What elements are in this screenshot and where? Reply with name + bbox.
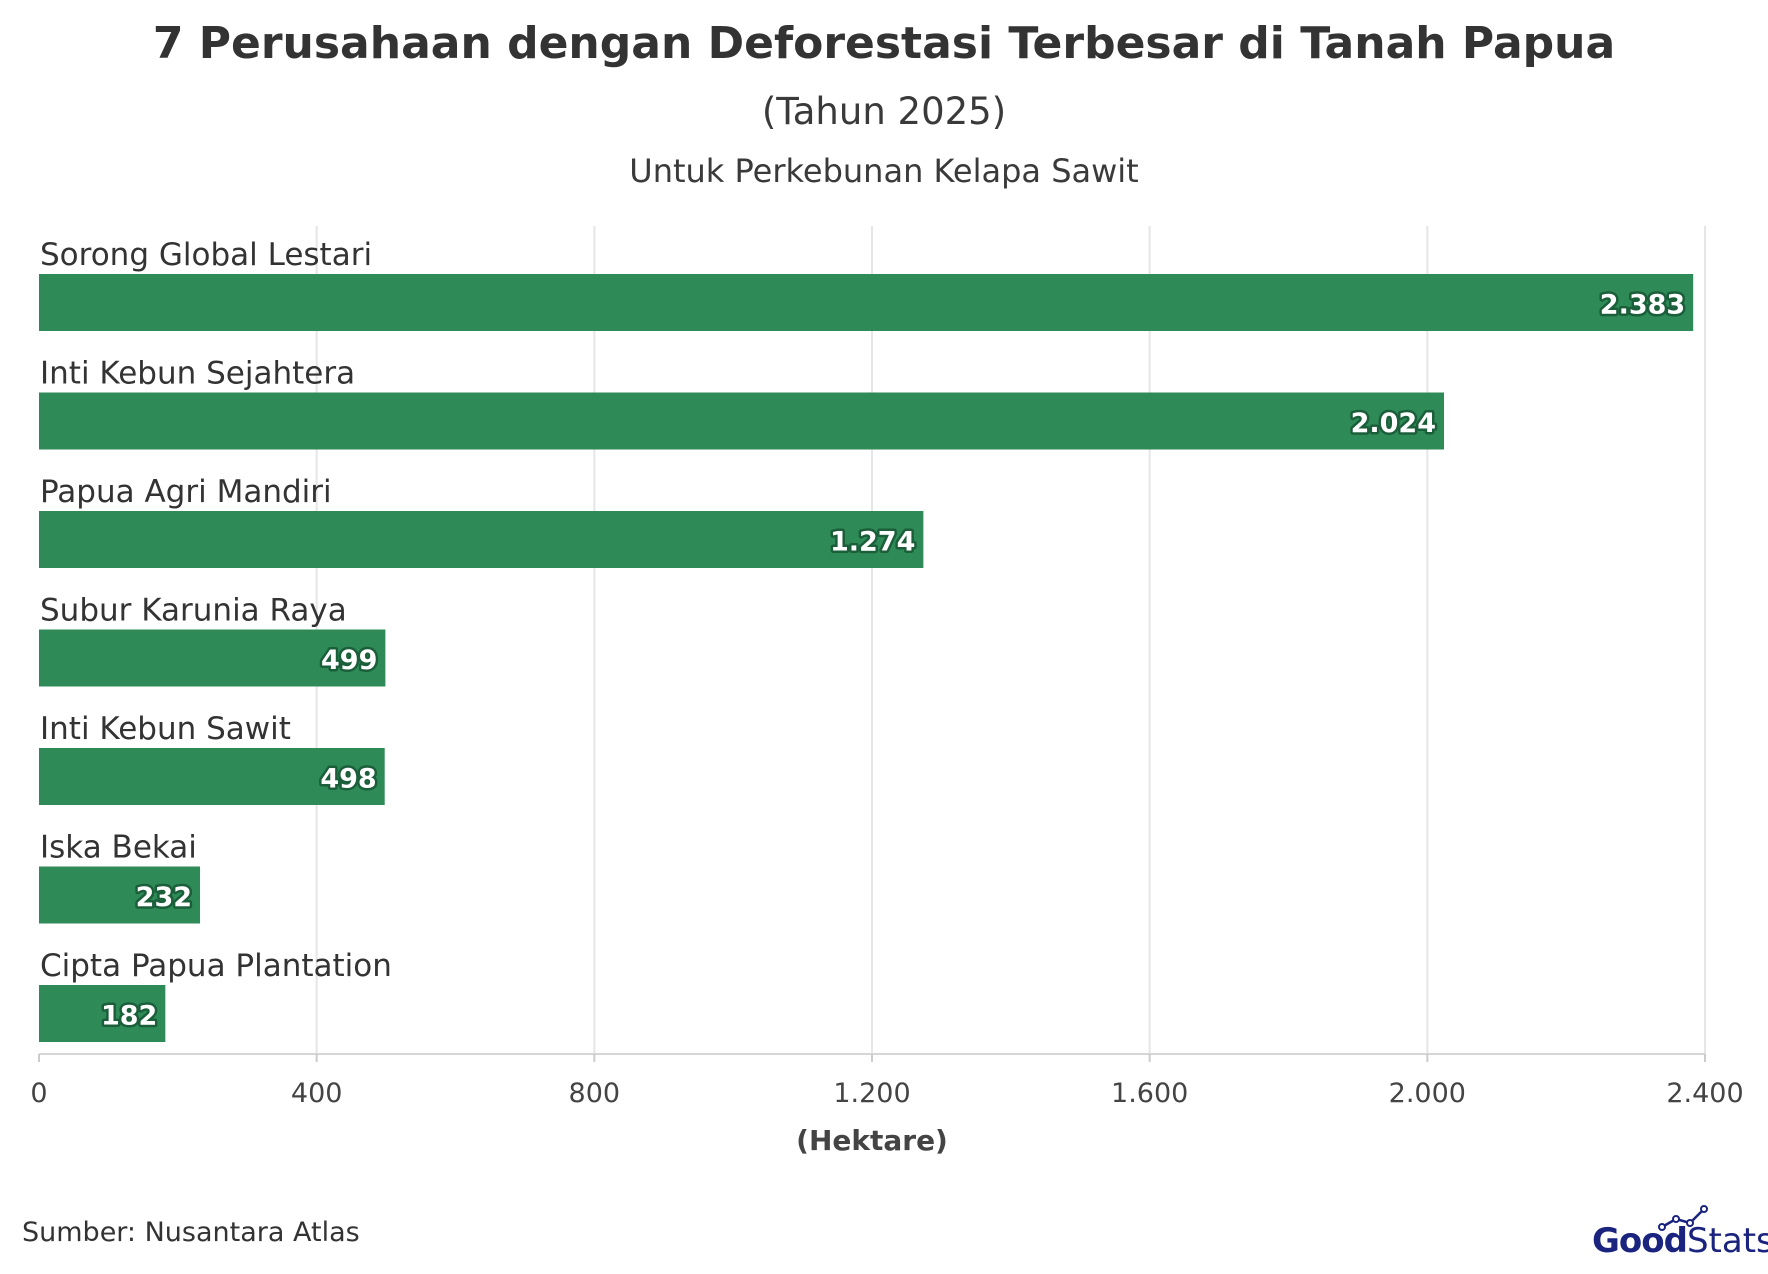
bar-value-label: 2.024 <box>1351 408 1436 439</box>
bar-value-label: 1.274 <box>830 527 915 558</box>
source-note: Sumber: Nusantara Atlas <box>22 1217 360 1248</box>
x-tick-label: 400 <box>291 1078 343 1109</box>
bar-chart: 0 400 800 1.200 1.600 2.000 2.400 (Hektare) Soro… <box>30 226 1744 1157</box>
logo-stats: Stats <box>1686 1221 1768 1261</box>
chart-subtitle-purpose: Untuk Perkebunan Kelapa Sawit <box>629 152 1139 190</box>
bar <box>39 748 385 805</box>
x-tick-label: 2.000 <box>1389 1078 1466 1109</box>
bar-value-label: 182 <box>101 1001 157 1032</box>
bar-value-label: 498 <box>320 764 376 795</box>
x-tick-label: 1.600 <box>1111 1078 1188 1109</box>
bar-value-label: 499 <box>321 645 377 676</box>
logo-good: Good <box>1592 1221 1688 1261</box>
bar <box>39 274 1694 331</box>
category-label: Subur Karunia Raya <box>40 593 347 629</box>
bar <box>39 511 924 568</box>
category-label: Inti Kebun Sawit <box>40 711 291 747</box>
bar <box>39 392 1444 450</box>
category-label: Papua Agri Mandiri <box>40 474 332 510</box>
category-label: Iska Bekai <box>40 830 197 866</box>
logo-trend-icon <box>1658 1205 1708 1231</box>
bar <box>39 866 201 924</box>
bar <box>39 985 166 1042</box>
x-tick-label: 800 <box>569 1078 621 1109</box>
bar-value-label: 232 <box>136 882 192 913</box>
chart-subtitle-year: (Tahun 2025) <box>761 90 1007 133</box>
category-label: Inti Kebun Sejahtera <box>40 356 355 392</box>
x-tick-label: 0 <box>30 1078 47 1109</box>
x-axis-title: (Hektare) <box>796 1124 948 1157</box>
bar-value-label: 2.383 <box>1600 290 1685 321</box>
category-label: Cipta Papua Plantation <box>40 948 392 984</box>
x-tick-label: 1.200 <box>833 1078 910 1109</box>
category-label: Sorong Global Lestari <box>40 237 372 273</box>
goodstats-logo: GoodStats <box>1592 1205 1768 1261</box>
bar <box>39 629 386 687</box>
chart-title: 7 Perusahaan dengan Deforestasi Terbesar… <box>152 18 1616 69</box>
x-tick-label: 2.400 <box>1666 1078 1743 1109</box>
